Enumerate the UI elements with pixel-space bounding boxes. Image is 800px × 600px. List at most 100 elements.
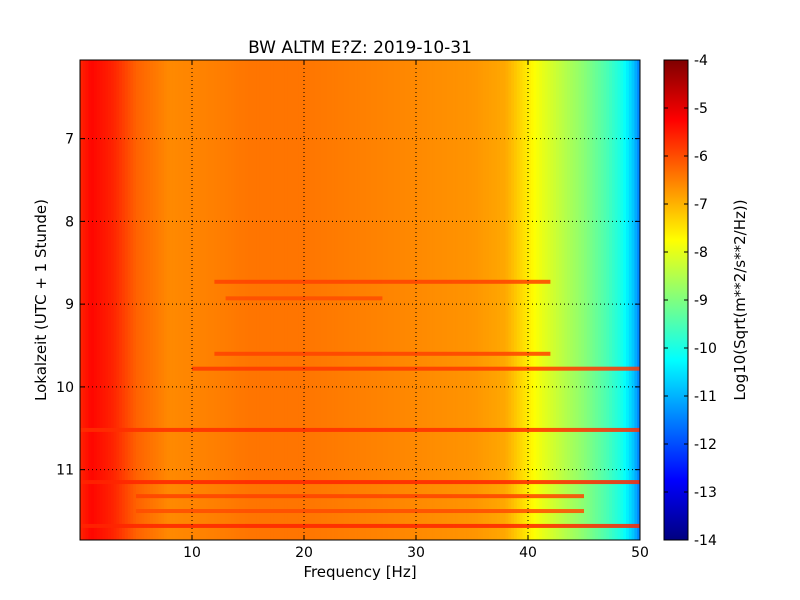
heatmap-column — [94, 60, 98, 540]
x-tick-label: 10 — [183, 545, 201, 561]
heatmap-column — [446, 60, 451, 540]
y-tick-label: 10 — [56, 380, 74, 396]
heatmap-column — [430, 60, 434, 540]
heatmap-column — [194, 60, 199, 540]
colorbar-ticks: -4 -5 -6 -7 -8 -9 -10 -11 -12 -13 -14 — [664, 53, 717, 549]
heatmap-band — [136, 494, 584, 499]
heatmap-column — [570, 60, 574, 540]
heatmap-column — [514, 60, 518, 540]
heatmap-column — [458, 60, 462, 540]
heatmap-column — [438, 60, 442, 540]
heatmap-band — [80, 427, 640, 432]
x-tick-label: 20 — [295, 545, 313, 561]
heatmap-column — [418, 60, 423, 540]
heatmap-column — [105, 60, 109, 540]
colorbar-tick-label: -4 — [694, 53, 708, 69]
heatmap-column — [626, 60, 630, 540]
heatmap-column — [404, 60, 409, 540]
heatmap-column — [161, 60, 165, 540]
heatmap-column — [88, 60, 92, 540]
heatmap-column — [463, 60, 467, 540]
y-tick-label: 9 — [65, 297, 74, 313]
heatmap-column — [628, 60, 633, 540]
heatmap-column — [572, 60, 577, 540]
heatmap-column — [402, 60, 406, 540]
heatmap-area — [80, 60, 640, 540]
heatmap-column — [91, 60, 95, 540]
heatmap-column — [589, 60, 593, 540]
heatmap-column — [600, 60, 605, 540]
heatmap-column — [435, 60, 439, 540]
colorbar-tick-label: -11 — [694, 389, 717, 405]
heatmap-column — [407, 60, 411, 540]
heatmap-column — [424, 60, 428, 540]
heatmap-column — [536, 60, 540, 540]
heatmap-column — [516, 60, 521, 540]
heatmap-column — [217, 60, 221, 540]
heatmap-column — [505, 60, 509, 540]
heatmap-column — [150, 60, 154, 540]
heatmap-column — [393, 60, 397, 540]
heatmap-column — [158, 60, 162, 540]
heatmap-column — [603, 60, 607, 540]
heatmap-column — [113, 60, 117, 540]
heatmap-column — [96, 60, 101, 540]
heatmap-column — [449, 60, 453, 540]
heatmap-column — [197, 60, 201, 540]
heatmap-column — [460, 60, 465, 540]
heatmap-column — [390, 60, 395, 540]
y-tick-label: 8 — [65, 214, 74, 230]
heatmap-column — [544, 60, 549, 540]
heatmap-column — [220, 60, 224, 540]
heatmap-column — [530, 60, 535, 540]
heatmap-column — [99, 60, 103, 540]
heatmap-band — [214, 351, 551, 356]
heatmap-column — [488, 60, 493, 540]
y-tick-label: 7 — [65, 132, 74, 148]
heatmap-column — [533, 60, 537, 540]
y-axis-label: Lokalzeit (UTC + 1 Stunde) — [32, 199, 50, 401]
heatmap-column — [592, 60, 596, 540]
heatmap-column — [474, 60, 479, 540]
heatmap-column — [166, 60, 171, 540]
heatmap-column — [108, 60, 112, 540]
heatmap-column — [416, 60, 420, 540]
heatmap-column — [522, 60, 526, 540]
heatmap-column — [586, 60, 591, 540]
heatmap-column — [620, 60, 624, 540]
x-axis-ticks: 10 20 30 40 50 — [183, 60, 649, 561]
heatmap-column — [421, 60, 425, 540]
x-tick-label: 30 — [407, 545, 425, 561]
heatmap-column — [606, 60, 610, 540]
y-axis-ticks: 7 8 9 10 11 — [56, 132, 640, 479]
heatmap-column — [80, 60, 84, 540]
heatmap-column — [550, 60, 554, 540]
heatmap-column — [152, 60, 157, 540]
heatmap-column — [441, 60, 445, 540]
heatmap-column — [609, 60, 613, 540]
heatmap-column — [399, 60, 403, 540]
x-axis-label: Frequency [Hz] — [303, 563, 416, 581]
colorbar-tick-label: -13 — [694, 485, 717, 501]
heatmap-column — [192, 60, 196, 540]
heatmap-column — [427, 60, 431, 540]
x-tick-label: 40 — [519, 545, 537, 561]
heatmap-column — [480, 60, 484, 540]
heatmap-column — [102, 60, 106, 540]
colorbar-tick-label: -8 — [694, 245, 708, 261]
heatmap-column — [472, 60, 476, 540]
colorbar-label: Log10(Sqrt(m**2/s**2/Hz)) — [731, 199, 749, 400]
colorbar-tick-label: -14 — [694, 533, 717, 549]
heatmap-band — [225, 296, 383, 301]
heatmap-column — [388, 60, 392, 540]
heatmap-column — [183, 60, 187, 540]
heatmap-column — [452, 60, 456, 540]
heatmap-column — [382, 60, 386, 540]
heatmap-column — [396, 60, 400, 540]
heatmap-column — [200, 60, 204, 540]
heatmap-column — [508, 60, 512, 540]
heatmap-column — [561, 60, 565, 540]
y-tick-label: 11 — [56, 463, 74, 479]
heatmap-column — [553, 60, 557, 540]
